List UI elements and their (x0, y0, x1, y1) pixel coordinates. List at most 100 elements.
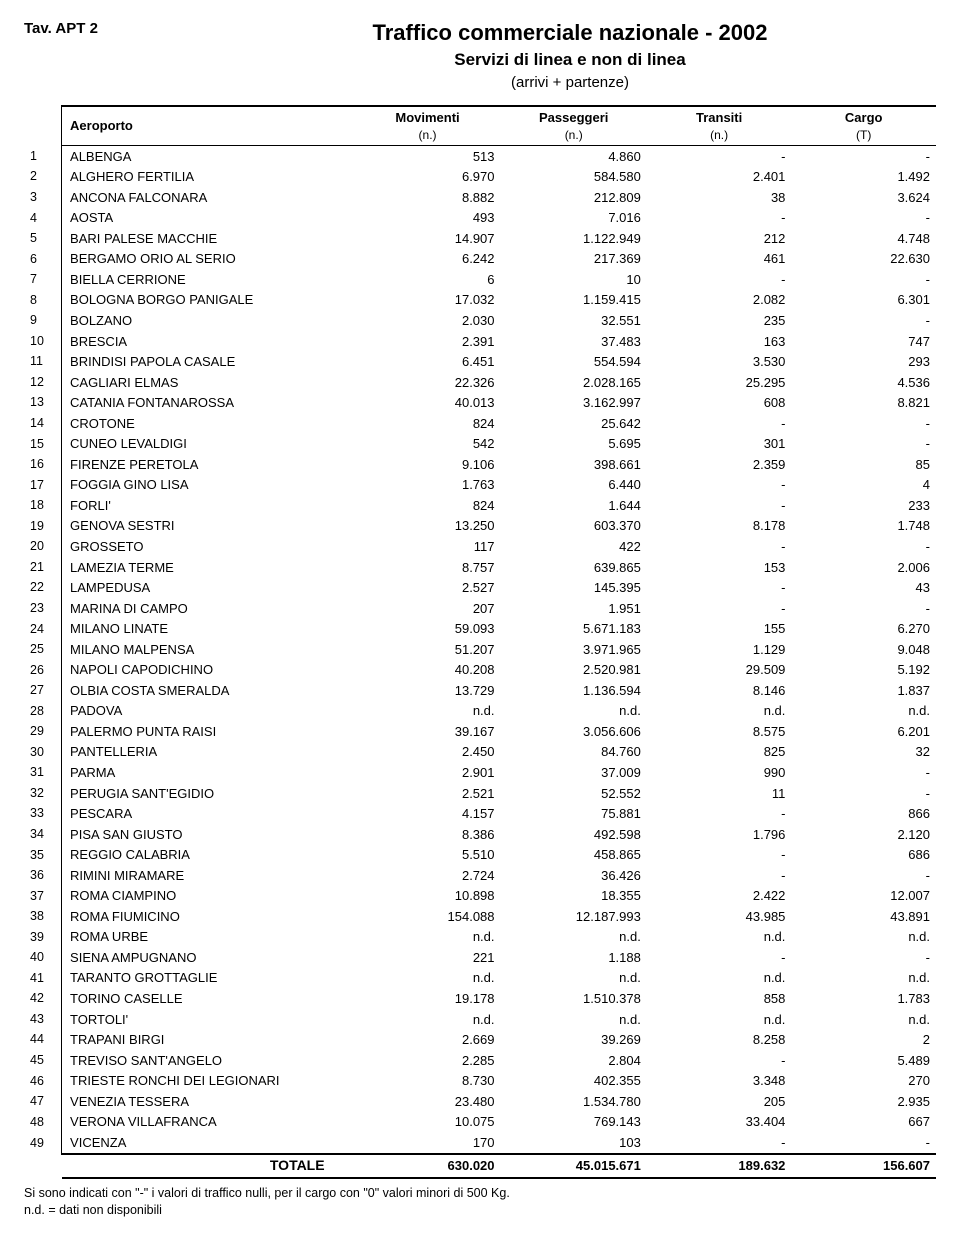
row-transiti: 25.295 (647, 372, 792, 393)
row-aeroporto: CUNEO LEVALDIGI (62, 434, 355, 455)
row-movimenti: n.d. (355, 701, 501, 722)
row-movimenti: 6 (355, 269, 501, 290)
row-passeggeri: 5.695 (501, 434, 647, 455)
row-index: 19 (24, 516, 62, 537)
row-aeroporto: TREVISO SANT'ANGELO (62, 1050, 355, 1071)
row-aeroporto: CROTONE (62, 413, 355, 434)
row-passeggeri: n.d. (501, 968, 647, 989)
row-index: 28 (24, 701, 62, 722)
row-index: 30 (24, 742, 62, 763)
row-passeggeri: 1.951 (501, 598, 647, 619)
row-cargo: n.d. (791, 968, 936, 989)
row-transiti: 29.509 (647, 660, 792, 681)
total-label: TOTALE (62, 1154, 355, 1178)
row-transiti: 33.404 (647, 1112, 792, 1133)
row-passeggeri: 145.395 (501, 578, 647, 599)
table-row: 6BERGAMO ORIO AL SERIO6.242217.36946122.… (24, 249, 936, 270)
row-cargo: - (791, 1132, 936, 1154)
table-row: 2ALGHERO FERTILIA6.970584.5802.4011.492 (24, 167, 936, 188)
row-passeggeri: 212.809 (501, 187, 647, 208)
table-row: 18FORLI'8241.644-233 (24, 495, 936, 516)
row-movimenti: 13.729 (355, 680, 501, 701)
row-cargo: 9.048 (791, 639, 936, 660)
row-passeggeri: n.d. (501, 927, 647, 948)
row-aeroporto: TRIESTE RONCHI DEI LEGIONARI (62, 1071, 355, 1092)
row-transiti: 11 (647, 783, 792, 804)
table-body: 1ALBENGA5134.860--2ALGHERO FERTILIA6.970… (24, 146, 936, 1154)
row-movimenti: 1.763 (355, 475, 501, 496)
table-row: 46TRIESTE RONCHI DEI LEGIONARI8.730402.3… (24, 1071, 936, 1092)
hdr-car-label: Cargo (845, 110, 883, 125)
row-cargo: - (791, 310, 936, 331)
row-aeroporto: GENOVA SESTRI (62, 516, 355, 537)
row-passeggeri: 12.187.993 (501, 906, 647, 927)
table-row: 15CUNEO LEVALDIGI5425.695301- (24, 434, 936, 455)
row-passeggeri: 402.355 (501, 1071, 647, 1092)
row-movimenti: 6.242 (355, 249, 501, 270)
row-index: 23 (24, 598, 62, 619)
row-index: 3 (24, 187, 62, 208)
row-movimenti: 221 (355, 947, 501, 968)
row-transiti: 3.348 (647, 1071, 792, 1092)
hdr-tra-unit: (n.) (710, 128, 728, 142)
row-index: 48 (24, 1112, 62, 1133)
row-movimenti: 40.013 (355, 393, 501, 414)
row-cargo: 32 (791, 742, 936, 763)
row-index: 37 (24, 886, 62, 907)
hdr-mov-label: Movimenti (395, 110, 459, 125)
row-passeggeri: 25.642 (501, 413, 647, 434)
row-cargo: 866 (791, 804, 936, 825)
row-passeggeri: 37.483 (501, 331, 647, 352)
row-index: 27 (24, 680, 62, 701)
row-cargo: 43.891 (791, 906, 936, 927)
table-row: 7BIELLA CERRIONE610-- (24, 269, 936, 290)
row-transiti: 858 (647, 989, 792, 1010)
row-movimenti: 10.898 (355, 886, 501, 907)
row-transiti: 235 (647, 310, 792, 331)
row-movimenti: 117 (355, 536, 501, 557)
row-index: 8 (24, 290, 62, 311)
row-passeggeri: 39.269 (501, 1030, 647, 1051)
table-row: 13CATANIA FONTANAROSSA40.0133.162.997608… (24, 393, 936, 414)
row-movimenti: 2.901 (355, 763, 501, 784)
row-cargo: - (791, 434, 936, 455)
title-block: Traffico commerciale nazionale - 2002 Se… (284, 20, 856, 91)
row-aeroporto: BRINDISI PAPOLA CASALE (62, 352, 355, 373)
row-movimenti: 8.730 (355, 1071, 501, 1092)
row-transiti: 8.258 (647, 1030, 792, 1051)
row-movimenti: 2.285 (355, 1050, 501, 1071)
traffic-table: Aeroporto Movimenti (n.) Passeggeri (n.)… (24, 105, 936, 1179)
row-passeggeri: 554.594 (501, 352, 647, 373)
row-transiti: 461 (647, 249, 792, 270)
row-aeroporto: MARINA DI CAMPO (62, 598, 355, 619)
row-aeroporto: VENEZIA TESSERA (62, 1091, 355, 1112)
row-aeroporto: BOLOGNA BORGO PANIGALE (62, 290, 355, 311)
row-aeroporto: PARMA (62, 763, 355, 784)
row-movimenti: 19.178 (355, 989, 501, 1010)
row-movimenti: 4.157 (355, 804, 501, 825)
row-index: 7 (24, 269, 62, 290)
row-cargo: 1.783 (791, 989, 936, 1010)
row-index: 44 (24, 1030, 62, 1051)
row-passeggeri: 217.369 (501, 249, 647, 270)
row-transiti: 2.359 (647, 454, 792, 475)
row-aeroporto: RIMINI MIRAMARE (62, 865, 355, 886)
row-aeroporto: ROMA URBE (62, 927, 355, 948)
row-cargo: - (791, 536, 936, 557)
main-title: Traffico commerciale nazionale - 2002 (284, 20, 856, 46)
table-row: 20GROSSETO117422-- (24, 536, 936, 557)
footnote-1: Si sono indicati con "-" i valori di tra… (24, 1185, 936, 1203)
table-row: 12CAGLIARI ELMAS22.3262.028.16525.2954.5… (24, 372, 936, 393)
row-aeroporto: AOSTA (62, 208, 355, 229)
row-passeggeri: 639.865 (501, 557, 647, 578)
row-index: 15 (24, 434, 62, 455)
row-aeroporto: ROMA FIUMICINO (62, 906, 355, 927)
row-index: 40 (24, 947, 62, 968)
row-transiti: 2.401 (647, 167, 792, 188)
row-aeroporto: TARANTO GROTTAGLIE (62, 968, 355, 989)
row-cargo: 1.837 (791, 680, 936, 701)
row-movimenti: 10.075 (355, 1112, 501, 1133)
table-row: 5BARI PALESE MACCHIE14.9071.122.9492124.… (24, 228, 936, 249)
table-row: 36RIMINI MIRAMARE2.72436.426-- (24, 865, 936, 886)
row-transiti: - (647, 536, 792, 557)
